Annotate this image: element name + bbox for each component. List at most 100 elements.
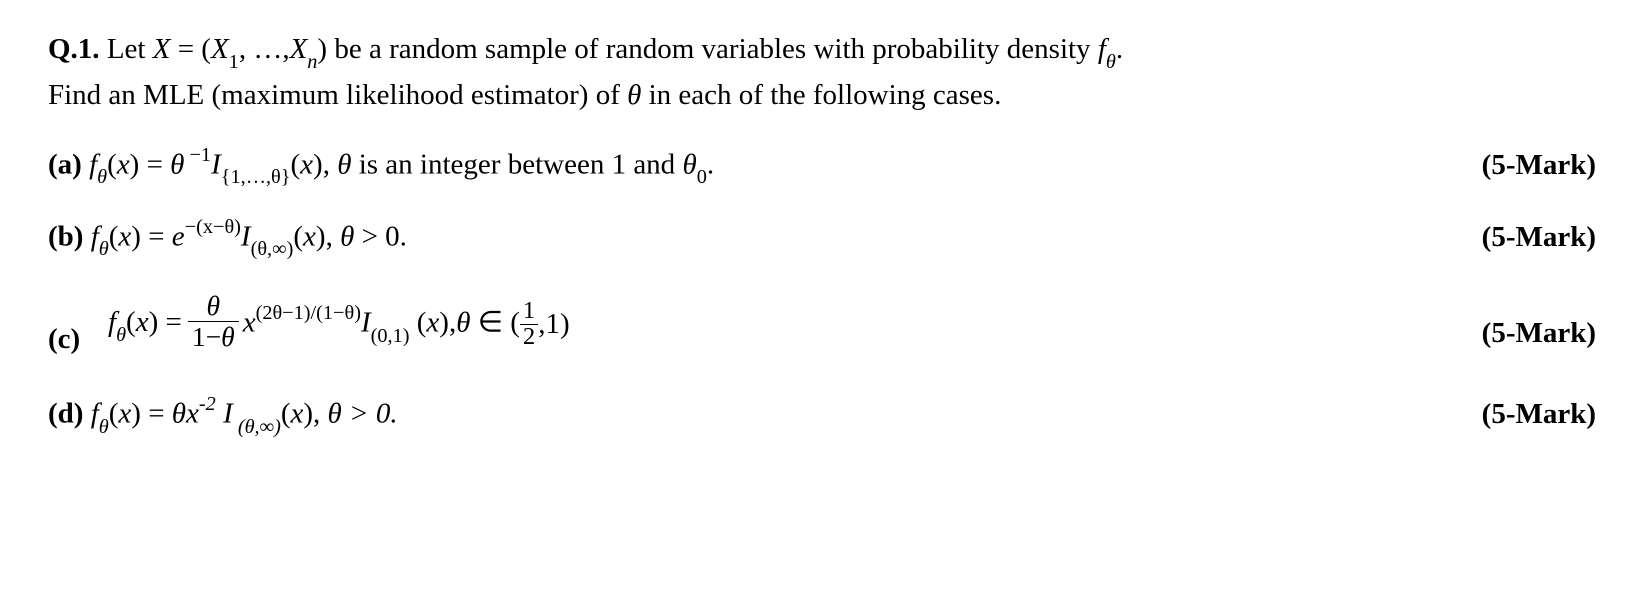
intro-Xn: X: [290, 33, 308, 65]
part-d-label: (d): [48, 398, 83, 430]
part-c-I-sub: (0,1): [371, 325, 410, 347]
part-a-lead: [82, 148, 89, 180]
part-c-xarg-open: (: [410, 307, 427, 339]
part-a-rest: is an integer between 1 and: [351, 148, 682, 180]
part-a-zero: 0: [697, 166, 707, 188]
part-c-close3: ,1): [538, 303, 569, 347]
part-c-equation: fθ(x) = θ 1−θ x(2θ−1)/(1−θ)I(0,1) (x),θ …: [48, 294, 570, 356]
part-c-frac-num: θ: [188, 291, 239, 321]
part-c-half: 1 2: [520, 299, 538, 349]
part-a-f: f: [89, 148, 97, 180]
part-c-f: f: [108, 306, 116, 338]
part-d-row: (d) fθ(x) = θx-2 I (θ,∞)(x), θ > 0. (5-M…: [48, 391, 1596, 439]
part-c-half-den: 2: [520, 324, 538, 350]
part-b-open: (: [109, 220, 119, 252]
part-c-half-num: 1: [520, 299, 538, 324]
intro-eq1: = (: [170, 33, 211, 65]
part-c-close: ) =: [149, 306, 182, 338]
part-c-I: I: [361, 307, 371, 339]
part-a-xarg-open: (: [291, 148, 301, 180]
part-d-neg2: -2: [199, 393, 216, 415]
part-a-open: (: [107, 148, 117, 180]
part-a-row: (a) fθ(x) = θ −1I{1,…,θ}(x), θ is an int…: [48, 142, 1596, 190]
part-a-theta: θ: [170, 148, 184, 180]
part-d-I-sub: (θ,∞): [233, 416, 281, 438]
part-d-xarg-open: (: [281, 398, 291, 430]
intro-text-2: ) be a random sample of random variables…: [317, 33, 1097, 65]
part-c-theta2: θ: [456, 307, 470, 339]
part-b-label: (b): [48, 220, 83, 252]
intro-theta-sub: θ: [1106, 51, 1116, 73]
part-d-theta2: θ: [328, 398, 342, 430]
part-b-theta2: θ: [340, 220, 354, 252]
part-a-theta2: θ: [337, 148, 351, 180]
part-c-text: fθ(x) = θ 1−θ x(2θ−1)/(1−θ)I(0,1) (x),θ …: [48, 294, 1482, 356]
part-c-xvar: x: [243, 307, 256, 339]
part-d-mark: (5-Mark): [1482, 393, 1596, 437]
part-d-xvar: x: [186, 398, 199, 430]
document-content: Q.1. Let X = (X1, …,Xn) be a random samp…: [48, 28, 1596, 439]
part-c-close2: ),: [439, 307, 456, 339]
part-a-period: .: [707, 148, 714, 180]
part-a-x2: x: [300, 148, 313, 180]
intro-period: .: [1116, 33, 1123, 65]
part-b-row: (b) fθ(x) = e−(x−θ)I(θ,∞)(x), θ > 0. (5-…: [48, 214, 1596, 262]
part-a-x: x: [117, 148, 130, 180]
intro-f: f: [1098, 33, 1106, 65]
intro-comma: , …,: [239, 33, 290, 65]
part-d-gt: > 0.: [342, 398, 398, 430]
part-b-I: I: [241, 220, 251, 252]
part-a-label: (a): [48, 148, 82, 180]
part-d-x2: x: [291, 398, 304, 430]
part-a-neg1: −1: [184, 144, 211, 166]
intro-text-1: Let: [100, 33, 153, 65]
intro-theta: θ: [627, 79, 641, 111]
part-c-fraction: θ 1−θ: [188, 291, 239, 353]
part-a-theta0: θ: [682, 148, 696, 180]
part-d-I: I: [223, 398, 233, 430]
part-d-text: (d) fθ(x) = θx-2 I (θ,∞)(x), θ > 0.: [48, 391, 1482, 439]
intro-line2-end: in each of the following cases.: [641, 79, 1001, 111]
part-b-theta-sub: θ: [99, 238, 109, 260]
part-b-close: ) =: [131, 220, 172, 252]
part-a-text: (a) fθ(x) = θ −1I{1,…,θ}(x), θ is an int…: [48, 142, 1482, 190]
intro-sub1: 1: [229, 51, 239, 73]
part-b-gt: > 0.: [354, 220, 407, 252]
part-b-exp: −(x−θ): [185, 216, 241, 238]
part-d-x: x: [118, 398, 131, 430]
question-intro: Q.1. Let X = (X1, …,Xn) be a random samp…: [48, 28, 1596, 118]
part-c-mark: (5-Mark): [1482, 312, 1596, 356]
part-c-label: (c): [48, 318, 80, 362]
intro-X: X: [153, 33, 171, 65]
part-a-I-sub: {1,…,θ}: [221, 166, 291, 188]
part-b-close2: ),: [316, 220, 340, 252]
intro-X1: X: [211, 33, 229, 65]
part-b-mark: (5-Mark): [1482, 216, 1596, 260]
part-b-xarg-open: (: [293, 220, 303, 252]
part-c-row: fθ(x) = θ 1−θ x(2θ−1)/(1−θ)I(0,1) (x),θ …: [48, 294, 1596, 356]
part-a-mark: (5-Mark): [1482, 144, 1596, 188]
part-d-space: [216, 398, 223, 430]
part-b-text: (b) fθ(x) = e−(x−θ)I(θ,∞)(x), θ > 0.: [48, 214, 1482, 262]
part-d-close: ) =: [131, 398, 172, 430]
part-b-f: f: [91, 220, 99, 252]
part-c-open: (: [126, 306, 136, 338]
part-a-close2: ),: [313, 148, 337, 180]
part-d-open: (: [109, 398, 119, 430]
part-d-theta: θ: [172, 398, 186, 430]
part-b-e: e: [172, 220, 185, 252]
intro-subn: n: [307, 51, 317, 73]
part-a-close: ) =: [130, 148, 171, 180]
part-c-x: x: [136, 306, 149, 338]
question-number: Q.1.: [48, 33, 100, 65]
part-a-I: I: [211, 148, 221, 180]
part-b-x2: x: [303, 220, 316, 252]
intro-line2: Find an MLE (maximum likelihood estimato…: [48, 79, 627, 111]
part-c-frac-den: 1−θ: [188, 321, 239, 352]
part-c-x2: x: [426, 307, 439, 339]
part-c-in: ∈ (: [470, 307, 519, 339]
part-c-xexp: (2θ−1)/(1−θ): [256, 302, 361, 324]
part-d-theta-sub: θ: [99, 416, 109, 438]
part-a-theta-sub: θ: [97, 166, 107, 188]
part-d-close2: ),: [303, 398, 327, 430]
